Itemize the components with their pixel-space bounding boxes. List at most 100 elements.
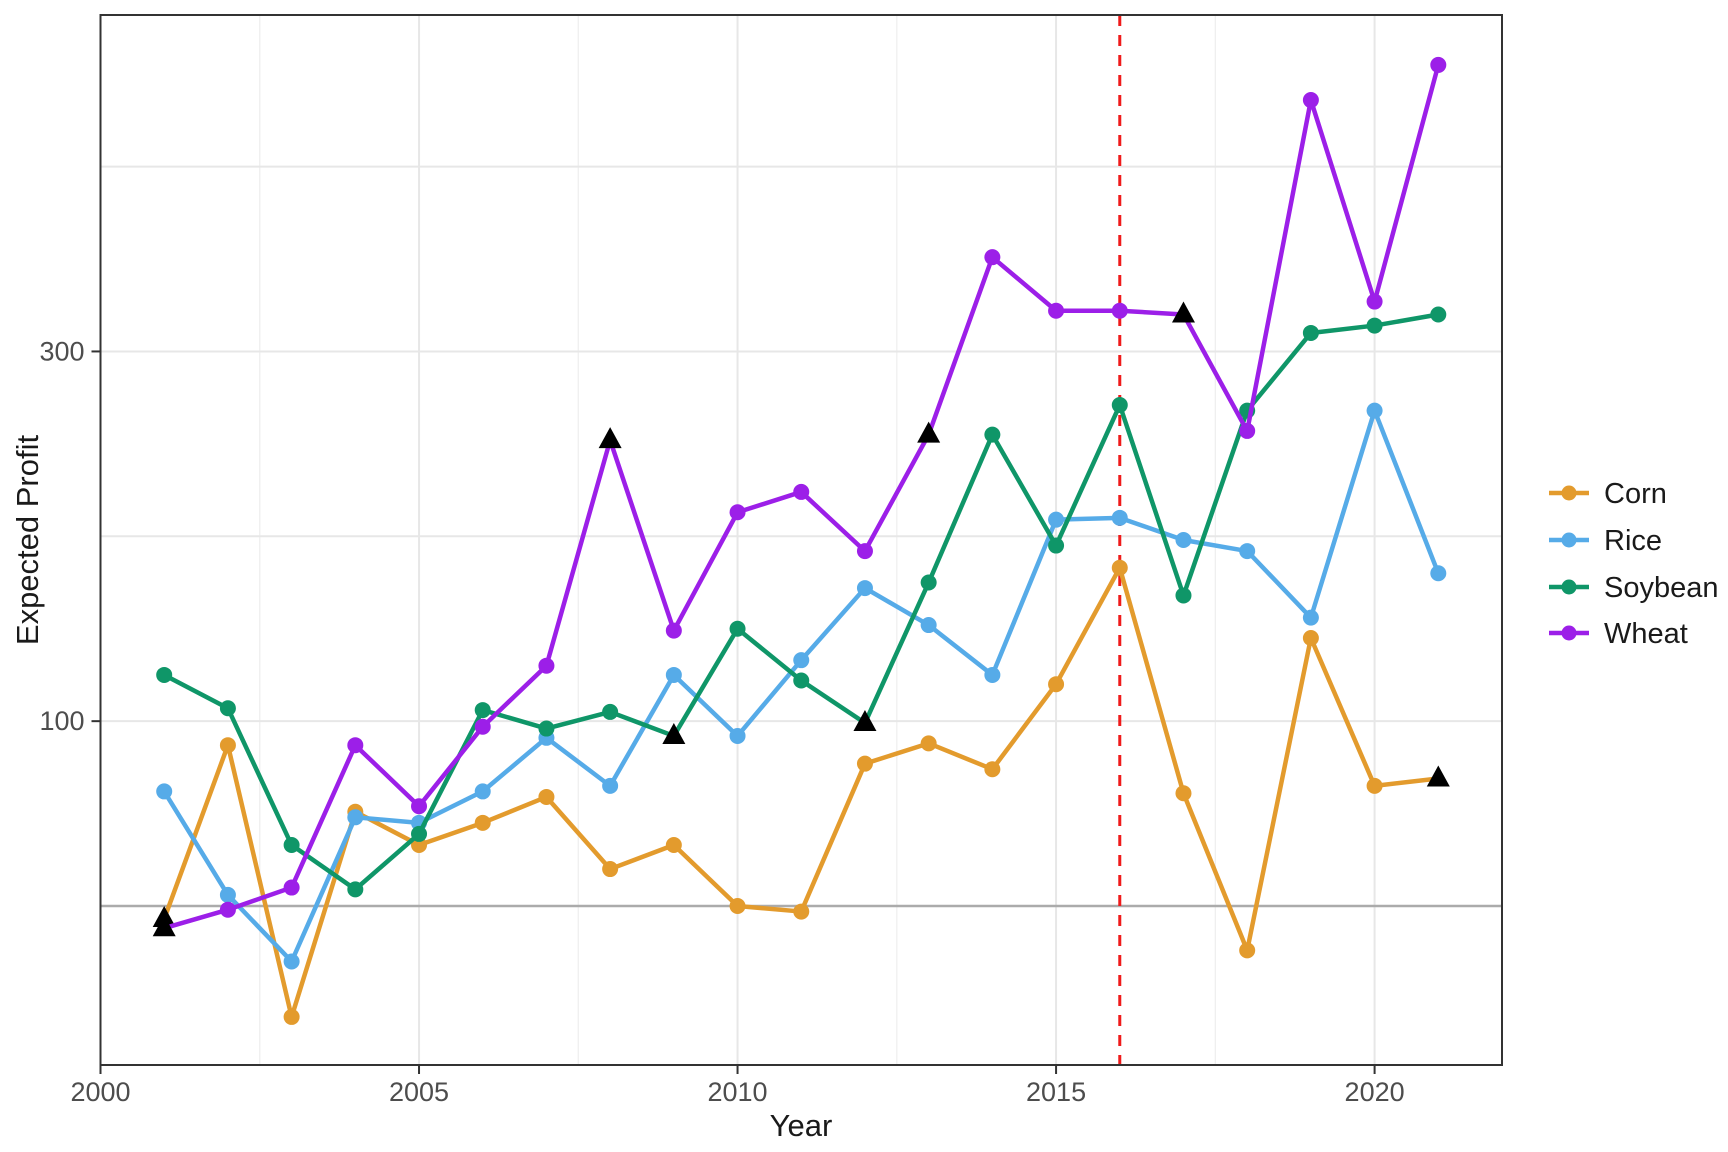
y-tick-label: 300	[39, 336, 84, 366]
point-corn-2018	[1239, 942, 1256, 959]
point-corn-2009	[665, 837, 682, 854]
point-rice-2016	[1111, 509, 1128, 526]
point-wheat-2021	[1430, 56, 1447, 73]
point-rice-2019	[1302, 609, 1319, 626]
point-wheat-2015	[1048, 302, 1065, 319]
point-wheat-2011	[793, 483, 810, 500]
point-soybean-2003	[283, 837, 300, 854]
point-corn-2003	[283, 1008, 300, 1025]
point-rice-2014	[984, 666, 1001, 683]
triangle-marker-wheat-2008	[598, 427, 622, 449]
point-wheat-2016	[1111, 302, 1128, 319]
panel-frame-layer	[99, 14, 1503, 1066]
point-soybean-2021	[1430, 306, 1447, 323]
x-tick-label: 2010	[708, 1077, 768, 1107]
triangle-marker-soybean-2012	[853, 710, 877, 732]
series-layer	[152, 56, 1450, 1025]
point-soybean-2005	[411, 825, 428, 842]
point-corn-2005	[411, 837, 428, 854]
triangle-marker-wheat-2001	[152, 915, 176, 937]
point-rice-2002	[219, 886, 236, 903]
panel-background	[100, 15, 1502, 1065]
point-corn-2013	[920, 735, 937, 752]
point-rice-2009	[665, 666, 682, 683]
y-tick-label: 100	[39, 706, 84, 736]
legend: Corn Rice Soybean Wheat	[1549, 478, 1719, 650]
point-corn-2015	[1048, 676, 1065, 693]
triangle-marker-wheat-2013	[917, 421, 941, 443]
point-corn-2002	[219, 737, 236, 754]
point-rice-2017	[1175, 532, 1192, 548]
y-axis-title: Expected Profit	[10, 435, 45, 646]
point-soybean-2017	[1175, 587, 1192, 604]
point-rice-2021	[1430, 565, 1447, 582]
point-soybean-2011	[793, 672, 810, 689]
point-wheat-2019	[1302, 92, 1319, 109]
point-soybean-2015	[1048, 537, 1065, 554]
point-rice-2018	[1239, 543, 1256, 560]
legend-key-point-soybean	[1561, 579, 1577, 595]
point-rice-2012	[856, 580, 873, 597]
point-corn-2014	[984, 761, 1001, 778]
point-soybean-2013	[920, 574, 937, 591]
point-rice-2020	[1366, 402, 1383, 419]
point-wheat-2003	[283, 879, 300, 896]
point-corn-2006	[474, 814, 491, 831]
axes-layer: 2000 2005 2010 2015 2020 100 300	[39, 336, 1404, 1107]
point-soybean-2016	[1111, 397, 1128, 414]
point-rice-2003	[283, 953, 300, 970]
point-wheat-2005	[411, 798, 428, 815]
point-soybean-2010	[729, 620, 746, 637]
point-wheat-2010	[729, 504, 746, 521]
point-soybean-2019	[1302, 324, 1319, 341]
point-rice-2013	[920, 617, 937, 634]
legend-entry-wheat: Wheat	[1549, 618, 1688, 650]
point-corn-2019	[1302, 629, 1319, 646]
point-corn-2007	[538, 788, 555, 805]
point-corn-2012	[856, 755, 873, 772]
point-corn-2008	[602, 861, 619, 878]
triangle-marker-corn-2021	[1426, 765, 1450, 787]
point-wheat-2014	[984, 249, 1001, 266]
legend-entry-soybean: Soybean	[1549, 572, 1719, 604]
point-corn-2020	[1366, 777, 1383, 794]
point-wheat-2002	[219, 901, 236, 918]
point-rice-2010	[729, 727, 746, 744]
point-rice-2001	[156, 783, 173, 800]
point-soybean-2007	[538, 720, 555, 737]
x-axis-title: Year	[770, 1108, 833, 1143]
point-soybean-2001	[156, 666, 173, 683]
legend-label-wheat: Wheat	[1604, 618, 1688, 650]
point-rice-2011	[793, 652, 810, 669]
legend-key-point-corn	[1561, 485, 1577, 501]
legend-key-point-wheat	[1561, 625, 1577, 641]
gridlines-layer	[99, 15, 1502, 1065]
x-tick-label: 2015	[1026, 1077, 1086, 1107]
point-rice-2006	[474, 783, 491, 800]
point-wheat-2004	[347, 737, 364, 754]
point-wheat-2018	[1239, 422, 1256, 439]
point-soybean-2002	[219, 700, 236, 717]
point-rice-2004	[347, 809, 364, 826]
point-soybean-2006	[474, 702, 491, 719]
legend-label-corn: Corn	[1604, 478, 1667, 510]
panel-border	[99, 14, 1503, 1066]
point-wheat-2020	[1366, 293, 1383, 310]
point-soybean-2020	[1366, 317, 1383, 334]
legend-key-point-rice	[1561, 532, 1577, 548]
triangle-marker-soybean-2009	[662, 722, 686, 744]
x-tick-label: 2000	[70, 1077, 130, 1107]
point-wheat-2009	[665, 622, 682, 639]
point-corn-2016	[1111, 559, 1128, 576]
x-tick-label: 2020	[1345, 1077, 1405, 1107]
legend-entry-rice: Rice	[1549, 525, 1662, 557]
legend-label-rice: Rice	[1604, 525, 1662, 557]
point-rice-2008	[602, 777, 619, 794]
point-wheat-2006	[474, 718, 491, 735]
point-corn-2010	[729, 898, 746, 915]
point-wheat-2012	[856, 543, 873, 560]
point-soybean-2014	[984, 426, 1001, 443]
point-soybean-2004	[347, 881, 364, 898]
point-rice-2015	[1048, 511, 1065, 528]
